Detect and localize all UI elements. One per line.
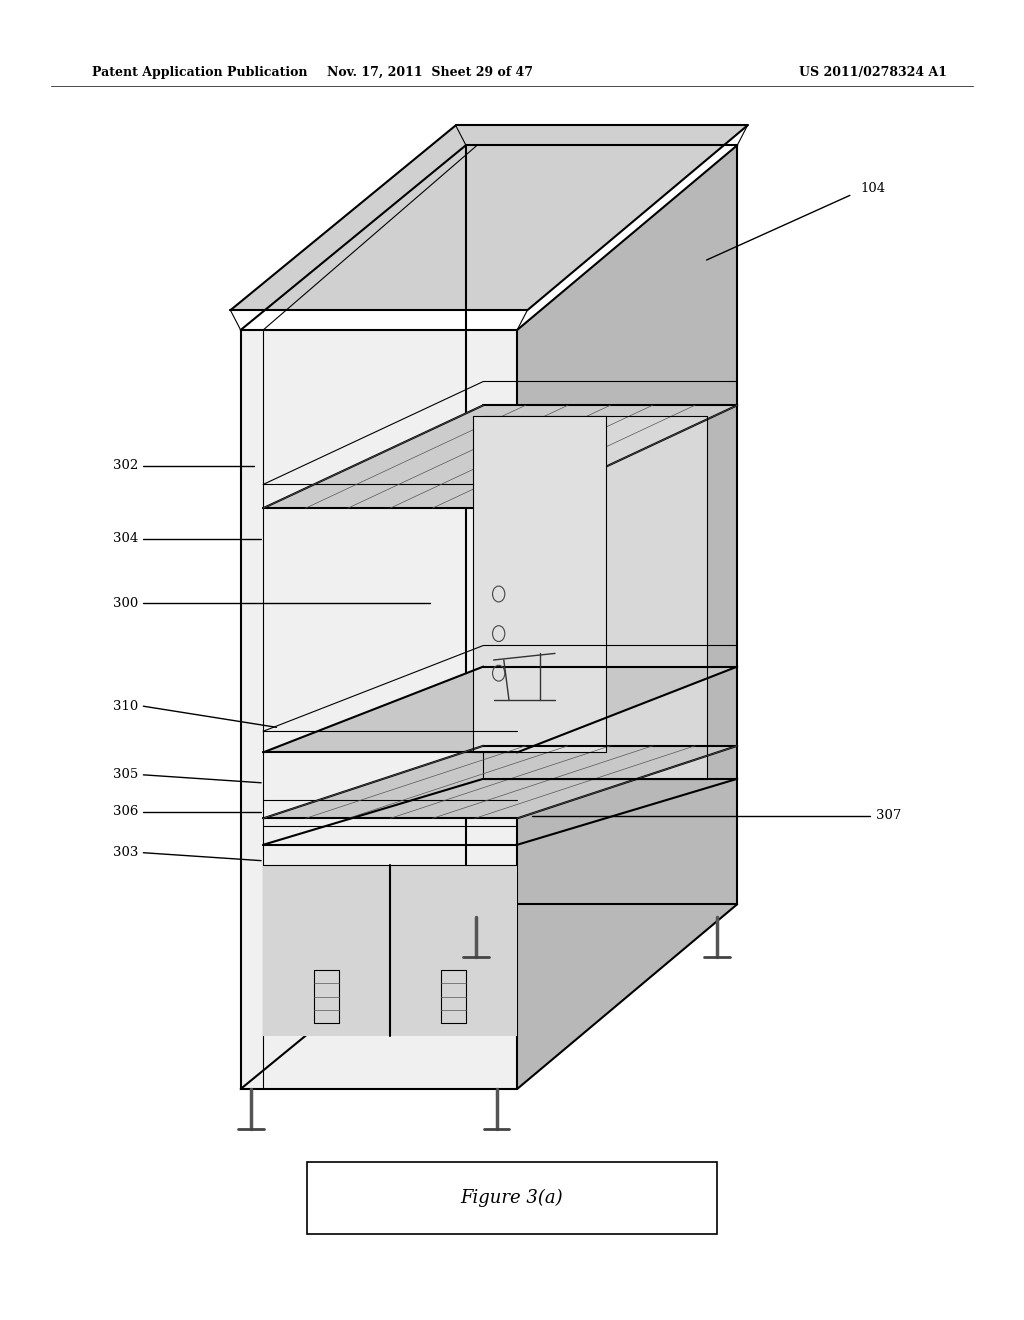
- Text: Figure 3(a): Figure 3(a): [461, 1189, 563, 1206]
- Text: 305: 305: [113, 768, 138, 781]
- Text: Patent Application Publication: Patent Application Publication: [92, 66, 307, 79]
- Text: 304: 304: [113, 532, 138, 545]
- Text: 306: 306: [113, 805, 138, 818]
- Text: 104: 104: [860, 182, 886, 195]
- Text: Nov. 17, 2011  Sheet 29 of 47: Nov. 17, 2011 Sheet 29 of 47: [327, 66, 534, 79]
- Text: 303: 303: [113, 846, 138, 859]
- Polygon shape: [483, 416, 707, 779]
- Text: 302: 302: [113, 459, 138, 473]
- FancyBboxPatch shape: [307, 1162, 717, 1234]
- Text: 300: 300: [113, 597, 138, 610]
- Text: 310: 310: [113, 700, 138, 713]
- Polygon shape: [517, 145, 737, 1089]
- Polygon shape: [473, 416, 606, 752]
- Polygon shape: [263, 667, 737, 752]
- Polygon shape: [230, 125, 748, 310]
- Polygon shape: [241, 330, 517, 1089]
- Text: US 2011/0278324 A1: US 2011/0278324 A1: [799, 66, 947, 79]
- Polygon shape: [263, 746, 737, 818]
- Polygon shape: [263, 865, 517, 1036]
- Polygon shape: [263, 405, 737, 508]
- Text: 307: 307: [876, 809, 901, 822]
